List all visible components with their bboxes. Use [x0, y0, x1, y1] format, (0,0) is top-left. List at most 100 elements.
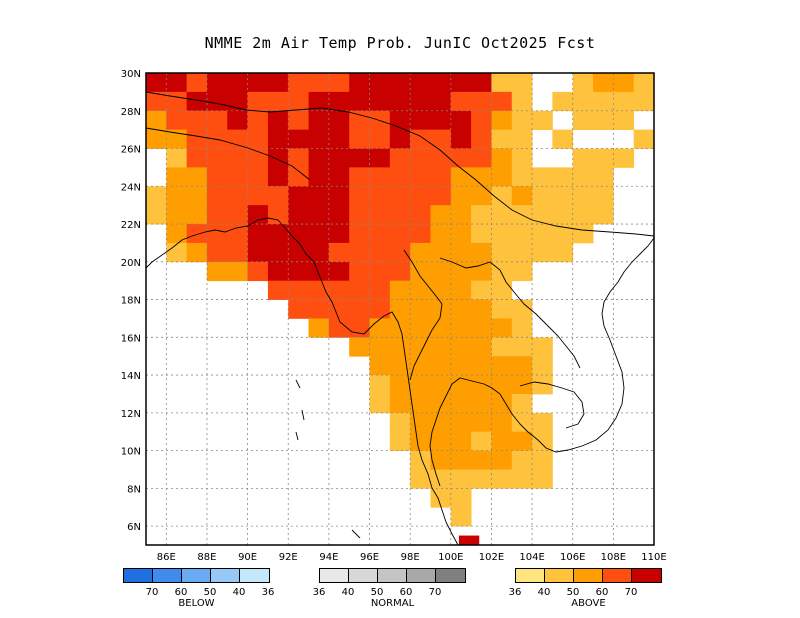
- probability-cell: [206, 73, 228, 93]
- probability-cell: [308, 91, 330, 112]
- probability-cell: [552, 224, 574, 244]
- probability-cell: [471, 375, 492, 395]
- probability-cell: [430, 393, 452, 414]
- probability-cell: [166, 148, 188, 168]
- probability-cell: [247, 73, 269, 93]
- probability-cell: [247, 167, 269, 187]
- probability-cell: [206, 167, 228, 187]
- probability-cell: [389, 110, 411, 131]
- probability-cell: [430, 224, 452, 244]
- probability-cell: [471, 431, 492, 451]
- legend-below-swatches: [123, 568, 270, 583]
- probability-cell: [247, 129, 269, 149]
- probability-cell: [593, 167, 614, 187]
- legend-tick-label: 40: [537, 587, 551, 598]
- probability-cell: [349, 186, 370, 206]
- probability-cell: [511, 110, 533, 131]
- probability-cell: [593, 205, 614, 225]
- probability-cell: [328, 299, 350, 319]
- legend-tick-label: 50: [370, 587, 384, 598]
- probability-cell: [511, 299, 533, 319]
- probability-cell: [430, 186, 452, 206]
- probability-cell: [410, 375, 431, 395]
- probability-cell: [511, 167, 533, 187]
- probability-cell: [532, 337, 553, 357]
- probability-cell: [349, 110, 370, 131]
- probability-cell: [288, 110, 309, 131]
- probability-cell: [430, 110, 452, 131]
- probability-cell: [328, 280, 350, 300]
- probability-cell: [227, 186, 248, 206]
- probability-cell: [491, 167, 513, 187]
- probability-cell: [369, 205, 391, 225]
- probability-cell: [389, 167, 411, 187]
- probability-cell: [593, 110, 614, 131]
- probability-cell: [328, 110, 350, 131]
- lon-tick-label: 102E: [479, 552, 504, 563]
- probability-cell: [166, 167, 188, 187]
- probability-cell: [288, 73, 309, 93]
- probability-cell: [369, 167, 391, 187]
- probability-cell: [328, 318, 350, 338]
- probability-cell: [491, 337, 513, 357]
- probability-cell: [572, 148, 594, 168]
- probability-cell: [369, 242, 391, 263]
- probability-cell: [552, 186, 574, 206]
- probability-cell: [349, 73, 370, 93]
- lat-tick-label: 30N: [121, 69, 141, 80]
- probability-cell: [410, 110, 431, 131]
- probability-cell: [511, 186, 533, 206]
- probability-cell: [288, 261, 309, 282]
- probability-cell: [532, 375, 553, 395]
- probability-cell: [532, 431, 553, 451]
- probability-cell: [511, 318, 533, 338]
- probability-cell: [552, 167, 574, 187]
- probability-cell: [491, 318, 513, 338]
- legend-swatch: [153, 569, 182, 582]
- probability-cell: [430, 431, 452, 451]
- probability-cell: [430, 337, 452, 357]
- probability-cell: [186, 205, 208, 225]
- probability-cell: [166, 205, 188, 225]
- lat-tick-label: 18N: [121, 296, 141, 307]
- probability-cell: [288, 299, 309, 319]
- lon-tick-label: 94E: [319, 552, 338, 563]
- probability-cell: [491, 412, 513, 433]
- probability-cell: [491, 148, 513, 168]
- probability-cell: [532, 412, 553, 433]
- probability-cell: [613, 91, 635, 112]
- probability-cell: [450, 205, 472, 225]
- probability-cell: [552, 91, 574, 112]
- probability-cell: [471, 73, 492, 93]
- legend-swatch: [124, 569, 153, 582]
- probability-cell: [633, 73, 655, 93]
- probability-cell: [410, 242, 431, 263]
- probability-cell: [511, 375, 533, 395]
- probability-cell: [227, 91, 248, 112]
- lon-tick-label: 86E: [157, 552, 176, 563]
- probability-cell: [430, 356, 452, 376]
- probability-cell: [328, 129, 350, 149]
- probability-cell: [146, 73, 167, 93]
- map-title: NMME 2m Air Temp Prob. JunIC Oct2025 Fcs…: [204, 34, 596, 52]
- lon-tick-label: 98E: [401, 552, 420, 563]
- probability-cell: [389, 375, 411, 395]
- probability-cell: [532, 356, 553, 376]
- border-myanmar-thailand: [403, 249, 443, 381]
- probability-cell: [267, 280, 289, 300]
- probability-cell: [552, 242, 574, 263]
- lat-tick-label: 8N: [127, 484, 141, 495]
- probability-cell: [369, 261, 391, 282]
- probability-cell: [247, 224, 269, 244]
- probability-cell: [491, 91, 513, 112]
- probability-cell: [471, 186, 492, 206]
- probability-cell: [288, 280, 309, 300]
- probability-cell: [511, 73, 533, 93]
- probability-cell: [166, 73, 188, 93]
- lat-tick-label: 14N: [121, 371, 141, 382]
- probability-cell: [146, 129, 167, 149]
- probability-cell: [450, 412, 472, 433]
- legend-above-swatches: [515, 568, 662, 583]
- lat-tick-label: 28N: [121, 107, 141, 118]
- legend-normal-swatches: [319, 568, 466, 583]
